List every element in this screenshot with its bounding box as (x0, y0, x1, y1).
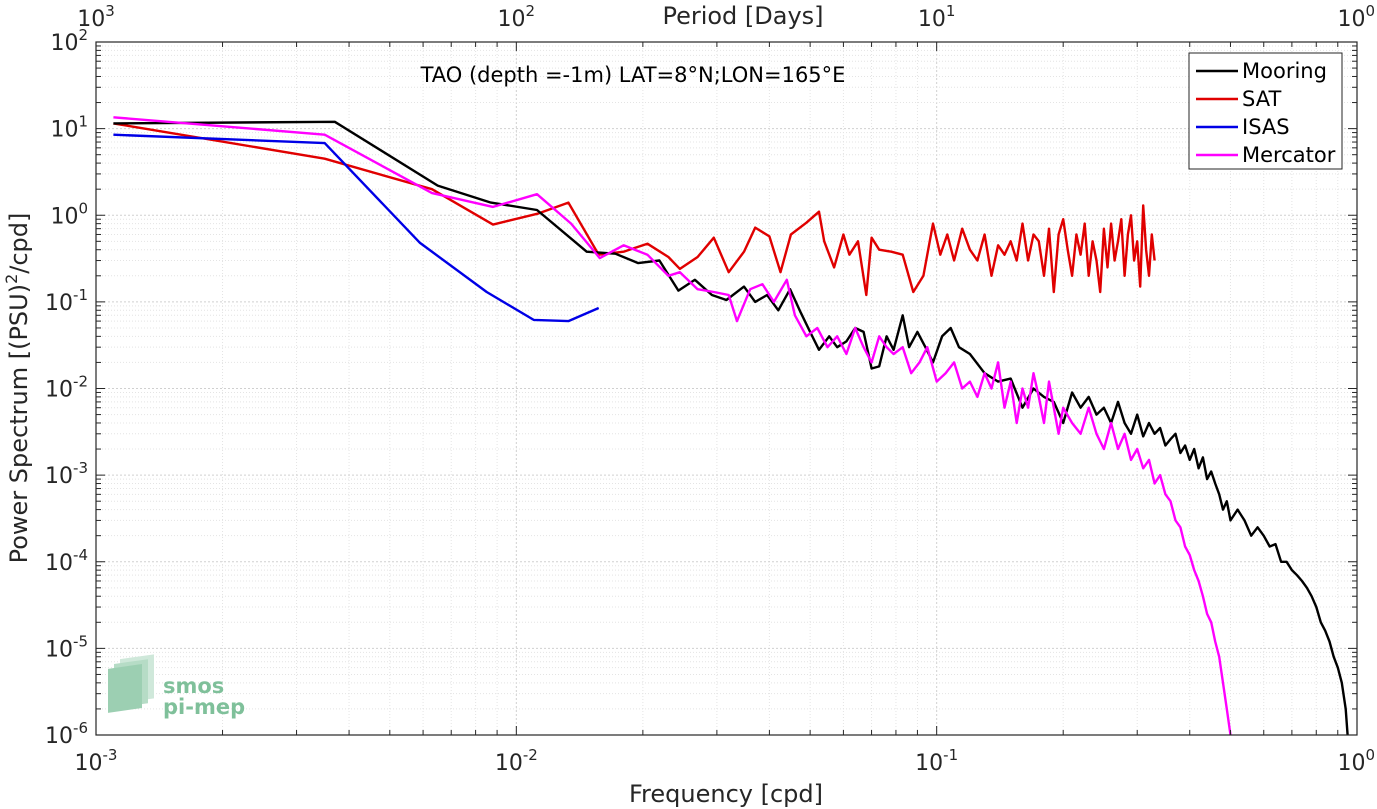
y-axis-label-tail: /cpd] (5, 213, 33, 274)
top-tick-label-base: 10 (77, 7, 105, 32)
y-tick-label-base: 10 (50, 204, 78, 229)
y-tick-label: 102 (50, 26, 88, 56)
x-tick-label: 10-2 (495, 746, 538, 776)
y-tick-label-exp: -5 (73, 632, 88, 650)
top-tick-label-base: 10 (1337, 7, 1365, 32)
top-tick-label: 101 (918, 2, 956, 32)
y-tick-label-base: 10 (45, 724, 73, 749)
top-tick-label: 102 (498, 2, 536, 32)
x-tick-label-exp: -1 (943, 746, 958, 764)
top-tick-label-exp: 1 (946, 2, 956, 20)
chart-title: TAO (depth =-1m) LAT=8°N;LON=165°E (420, 63, 846, 87)
y-tick-label-base: 10 (45, 637, 73, 662)
y-tick-label-exp: -4 (73, 546, 88, 564)
top-tick-label-base: 10 (918, 7, 946, 32)
top-tick-label: 103 (77, 2, 115, 32)
y-tick-label-base: 10 (45, 551, 73, 576)
x-tick-label: 100 (1337, 746, 1375, 776)
series-line-mooring (113, 120, 1349, 736)
y-tick-label-base: 10 (45, 464, 73, 489)
y-axis-label-sup: 2 (2, 274, 21, 284)
logo-text-smos: smos (163, 674, 224, 698)
y-tick-label-exp: 0 (78, 199, 88, 217)
y-tick-label: 10-5 (45, 632, 88, 662)
x-tick-label: 10-3 (75, 746, 118, 776)
top-tick-label: 100 (1337, 2, 1375, 32)
legend-label-isas: ISAS (1242, 115, 1290, 139)
series-line-isas (113, 133, 600, 323)
y-tick-label: 101 (50, 113, 88, 143)
top-axis-label: Period [Days] (662, 2, 823, 30)
y-tick-label: 100 (50, 199, 88, 229)
y-tick-label-exp: -1 (73, 286, 88, 304)
y-tick-label-base: 10 (50, 31, 78, 56)
y-tick-label-base: 10 (45, 291, 73, 316)
x-tick-label-base: 10 (915, 751, 943, 776)
x-tick-label-exp: -2 (523, 746, 538, 764)
series-line-mercator (113, 116, 1232, 736)
y-tick-label: 10-6 (45, 719, 88, 749)
series-line-sat (113, 122, 1156, 297)
y-tick-label-exp: 1 (78, 113, 88, 131)
y-tick-label-base: 10 (50, 118, 78, 143)
x-tick-label: 10-1 (915, 746, 958, 776)
legend-label-mercator: Mercator (1242, 143, 1336, 167)
legend-label-sat: SAT (1242, 87, 1281, 111)
y-tick-label-exp: -6 (73, 719, 88, 737)
y-tick-label-exp: -3 (73, 459, 88, 477)
y-tick-label-exp: -2 (73, 373, 88, 391)
x-tick-label-base: 10 (75, 751, 103, 776)
y-tick-label: 10-1 (45, 286, 88, 316)
logo-text-pi-mep: pi-mep (163, 695, 245, 719)
top-tick-label-exp: 0 (1365, 2, 1375, 20)
top-tick-label-exp: 3 (105, 2, 115, 20)
x-axis-label: Frequency [cpd] (629, 780, 823, 808)
logo-stack-icon (108, 654, 154, 713)
axis-ticks (95, 42, 1357, 736)
x-tick-label-exp: 0 (1365, 746, 1375, 764)
y-tick-label-base: 10 (45, 378, 73, 403)
smos-pi-mep-logo: smos pi-mep (108, 654, 245, 719)
grid (95, 42, 1357, 736)
x-tick-label-exp: -3 (103, 746, 118, 764)
y-tick-label: 10-2 (45, 373, 88, 403)
y-axis-label-main: Power Spectrum [(PSU) (5, 284, 33, 563)
legend: Mooring SAT ISAS Mercator (1188, 52, 1343, 170)
y-tick-label: 10-4 (45, 546, 88, 576)
y-axis-label: Power Spectrum [(PSU)2/cpd] (2, 213, 33, 564)
series-layer (113, 116, 1349, 736)
legend-label-mooring: Mooring (1242, 59, 1327, 83)
top-tick-label-base: 10 (498, 7, 526, 32)
y-tick-label: 10-3 (45, 459, 88, 489)
top-tick-label-exp: 2 (526, 2, 536, 20)
legend-box (1188, 52, 1343, 170)
x-tick-label-base: 10 (1337, 751, 1365, 776)
x-tick-label-base: 10 (495, 751, 523, 776)
y-tick-label-exp: 2 (78, 26, 88, 44)
